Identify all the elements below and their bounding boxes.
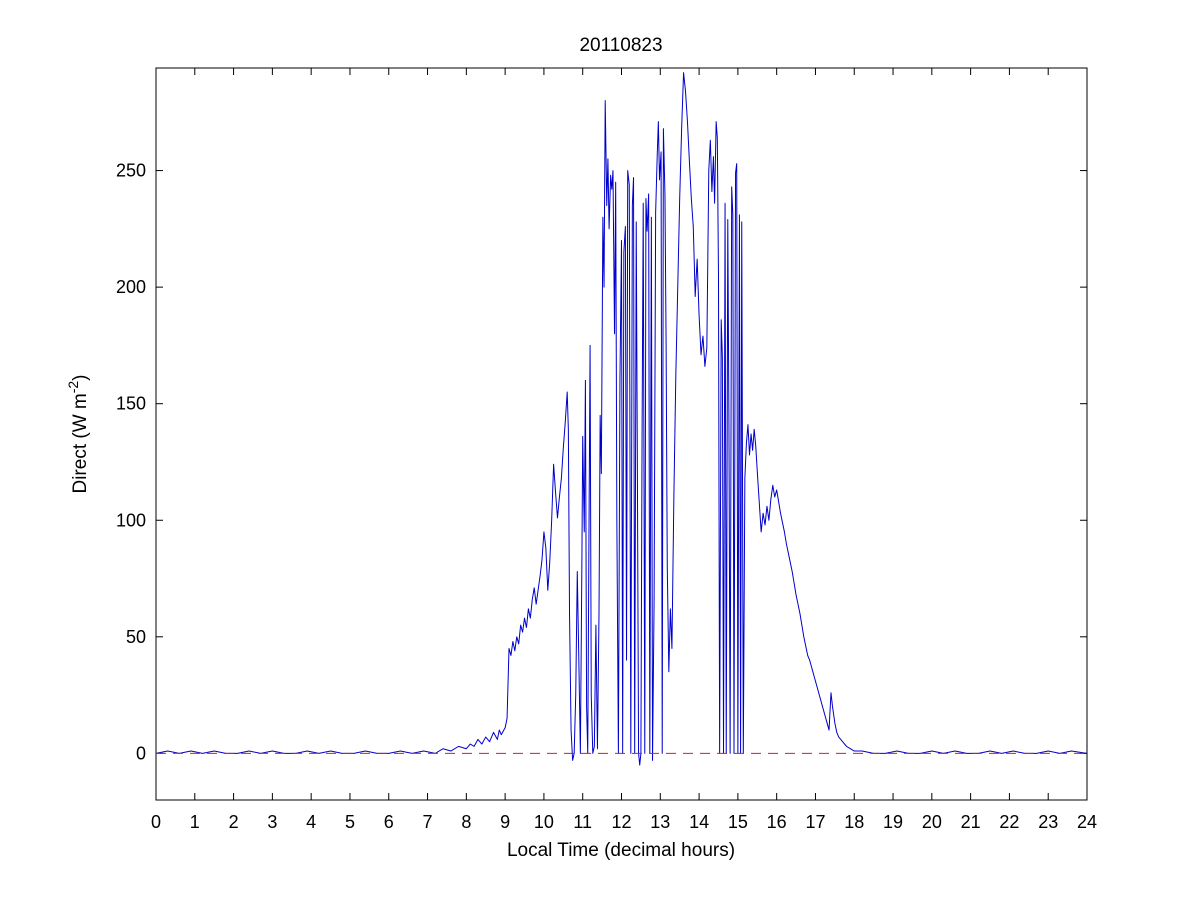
x-tick-label: 1 — [190, 812, 200, 832]
x-tick-label: 10 — [534, 812, 554, 832]
x-axis-label: Local Time (decimal hours) — [507, 840, 735, 861]
x-tick-label: 22 — [999, 812, 1019, 832]
x-tick-label: 4 — [306, 812, 316, 832]
y-tick-label: 150 — [116, 394, 146, 414]
y-tick-label: 250 — [116, 161, 146, 181]
x-tick-label: 24 — [1077, 812, 1097, 832]
x-tick-label: 6 — [384, 812, 394, 832]
x-tick-label: 18 — [844, 812, 864, 832]
x-tick-label: 12 — [611, 812, 631, 832]
x-tick-label: 11 — [573, 812, 592, 832]
x-tick-label: 9 — [500, 812, 510, 832]
x-tick-label: 23 — [1038, 812, 1058, 832]
y-tick-label: 200 — [116, 277, 146, 297]
y-tick-label: 0 — [136, 743, 146, 763]
x-tick-label: 0 — [151, 812, 161, 832]
x-tick-label: 7 — [423, 812, 433, 832]
x-tick-label: 2 — [229, 812, 239, 832]
x-tick-label: 3 — [267, 812, 277, 832]
x-tick-label: 21 — [961, 812, 981, 832]
x-tick-label: 20 — [922, 812, 942, 832]
y-tick-label: 100 — [116, 510, 146, 530]
x-tick-label: 17 — [805, 812, 825, 832]
x-tick-label: 8 — [461, 812, 471, 832]
x-tick-label: 5 — [345, 812, 355, 832]
y-axis-label: Direct (W m-2) — [65, 374, 91, 493]
x-tick-label: 14 — [689, 812, 709, 832]
direct-irradiance-line — [155, 72, 1088, 766]
x-tick-label: 15 — [728, 812, 748, 832]
y-tick-label: 50 — [126, 627, 146, 647]
plot-title: 20110823 — [579, 35, 662, 56]
x-tick-label: 19 — [883, 812, 903, 832]
x-tick-label: 16 — [767, 812, 787, 832]
x-tick-label: 13 — [650, 812, 670, 832]
